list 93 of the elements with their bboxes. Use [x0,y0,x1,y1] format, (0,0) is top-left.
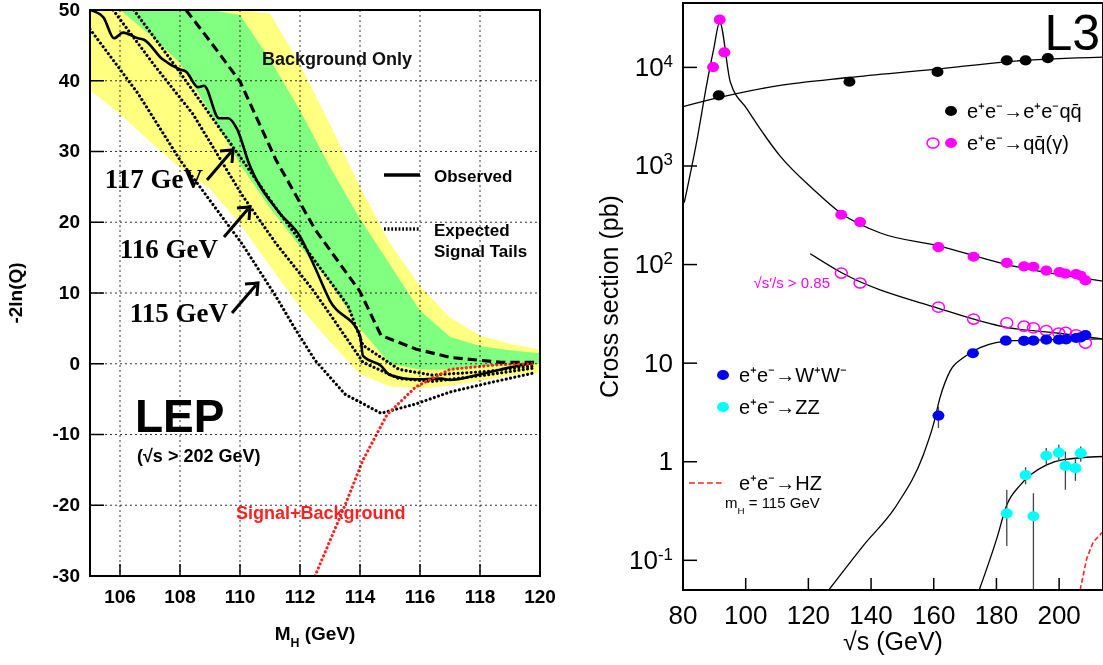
legend-label: e⁺e⁻→e⁺e⁻qq̄ [967,100,1082,122]
point [718,47,731,58]
annotation: 116 GeV [119,234,219,264]
point [1052,327,1066,339]
point [1040,265,1053,276]
point [1079,329,1092,341]
x-tick-label: 160 [912,600,956,630]
y-axis-title: Cross section (pb) [595,195,623,398]
legend-label: Observed [434,167,513,186]
point [931,301,946,313]
point [1017,320,1031,333]
x-tick-label: 180 [974,600,1019,630]
point [1019,470,1032,481]
x-tick-label: 110 [224,586,256,607]
legend-label: e⁺e⁻→ZZ [739,396,820,418]
series-label: Signal+Background [236,503,406,523]
point [1027,511,1040,522]
point [1039,324,1054,337]
point [1019,55,1032,66]
x-tick-label: 80 [668,600,698,630]
point [1000,317,1014,329]
series-label: Background Only [262,49,413,69]
x-tick-label: 108 [164,586,196,607]
point [1027,335,1040,346]
y-tick-label: 10$^{2}$ [634,248,673,279]
point [854,216,867,228]
point [1040,450,1053,461]
y-tick-label: 40 [58,69,80,91]
point [834,267,849,279]
x-axis-title: M$_{H}$ (GeV) [274,623,356,650]
y-tick-label: -10 [52,423,80,445]
y-tick-label: 0 [69,352,80,374]
point [932,410,945,421]
point [999,335,1012,346]
x-axis-title: √s (GeV) [843,627,943,655]
y-tick-label: 30 [58,140,80,162]
point [835,209,848,220]
y-axis-title: -2ln(Q) [5,262,26,324]
point [1041,53,1054,64]
x-tick-label: 200 [1037,600,1081,630]
series-label: √s′/s > 0.85 [753,274,830,291]
point [1000,55,1013,66]
point [1059,460,1072,471]
y-tick-label: 20 [58,211,80,233]
y-tick-label: 10 [58,281,80,303]
annotation: 117 GeV [104,164,204,194]
x-tick-label: 120 [524,586,556,607]
point [712,90,725,101]
line-series [1079,530,1103,590]
point [1078,337,1093,349]
point [932,242,945,253]
x-tick-label: 114 [344,586,376,607]
point [1000,508,1013,519]
point [707,62,720,73]
annotation: LEP [135,390,225,442]
point [843,76,856,87]
legend-label: e⁺e⁻→HZ [739,472,822,494]
point [1052,447,1065,458]
point [966,348,979,359]
point [1079,275,1092,286]
point [1074,448,1087,459]
point [1027,261,1040,272]
x-tick-label: 116 [404,586,436,607]
point [931,66,944,78]
point [967,251,980,262]
annotation: (√s > 202 GeV) [137,446,261,466]
y-tick-label: 10$^{4}$ [634,51,673,82]
x-tick-label: 112 [284,586,316,607]
x-tick-label: 106 [104,586,136,607]
point [713,14,726,25]
legend-label: e⁺e⁻→W⁺W⁻ [739,364,847,386]
annotation: L3 [1044,5,1100,61]
point [966,313,981,325]
point [1026,322,1041,334]
x-tick-label: 118 [464,586,496,607]
y-tick-label: -30 [52,564,80,586]
x-tick-label: 100 [723,600,768,630]
y-tick-label: 1 [658,446,673,477]
point [1000,257,1013,268]
legend-label: Expected Signal Tails [434,221,528,261]
point [1040,334,1053,345]
x-tick-label: 120 [786,600,831,630]
y-tick-label: 10$^{-1}$ [629,544,673,575]
y-tick-label: 10 [644,347,673,378]
y-tick-label: -20 [52,494,80,516]
legend-label: e⁺e⁻→qq̄(γ) [967,132,1069,154]
annotation: 115 GeV [129,298,229,328]
x-tick-label: 140 [849,600,893,630]
annotation: m$_{H}$ = 115 GeV [725,494,820,516]
y-tick-label: 10$^{3}$ [634,149,673,181]
point [853,277,867,289]
point [1069,463,1082,474]
y-tick-label: 50 [58,0,80,20]
